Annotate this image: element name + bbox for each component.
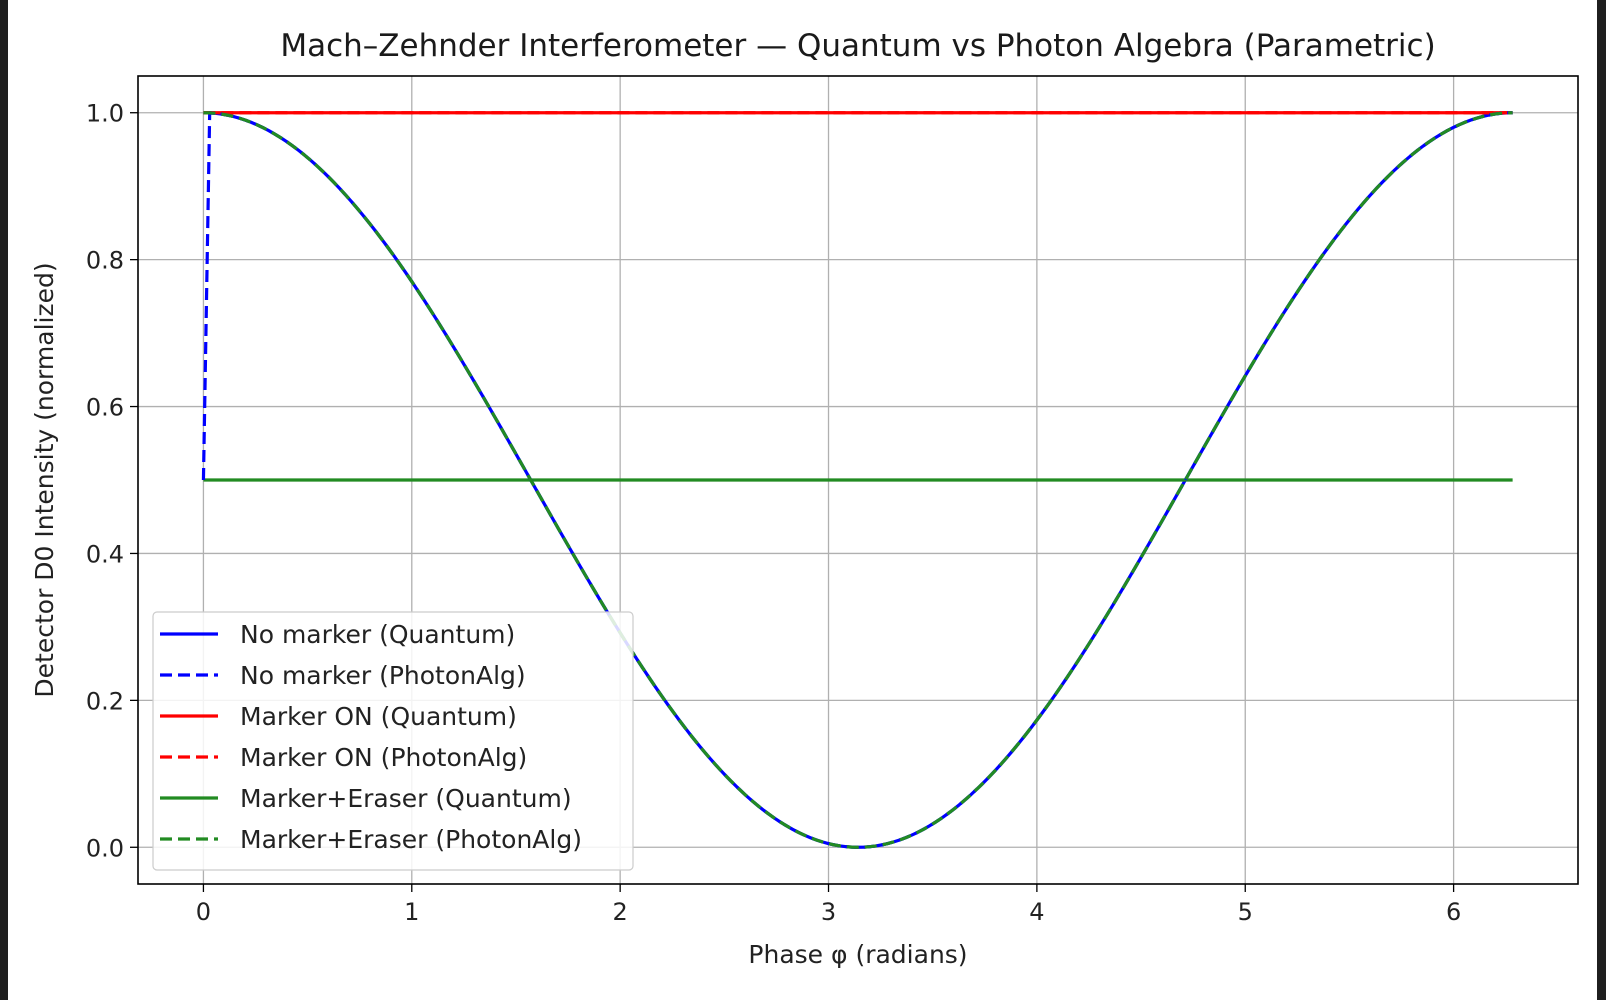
y-tick-label: 0.8 xyxy=(86,247,124,275)
x-tick-label: 4 xyxy=(1029,898,1044,926)
x-axis-ticks: 0 1 2 3 4 5 6 xyxy=(196,884,1461,926)
legend-entries: No marker (Quantum) No marker (PhotonAlg)… xyxy=(160,620,582,854)
window-edge-left xyxy=(0,0,8,1000)
x-tick-label: 6 xyxy=(1446,898,1461,926)
y-tick-label: 0.6 xyxy=(86,394,124,422)
y-axis-label: Detector D0 Intensity (normalized) xyxy=(30,262,59,697)
x-tick-label: 1 xyxy=(404,898,419,926)
window-edge-right xyxy=(1597,0,1606,1000)
chart-title: Mach–Zehnder Interferometer — Quantum vs… xyxy=(280,28,1435,64)
legend: No marker (Quantum) No marker (PhotonAlg)… xyxy=(152,611,634,871)
y-tick-label: 0.0 xyxy=(86,834,124,862)
x-tick-label: 0 xyxy=(196,898,211,926)
legend-label: Marker ON (Quantum) xyxy=(240,702,517,731)
x-tick-label: 2 xyxy=(613,898,628,926)
x-axis-label: Phase φ (radians) xyxy=(748,940,967,969)
series-lines xyxy=(201,111,1513,849)
y-tick-label: 0.4 xyxy=(86,540,124,568)
legend-label: Marker+Eraser (PhotonAlg) xyxy=(240,825,582,854)
legend-label: No marker (Quantum) xyxy=(240,620,515,649)
y-tick-label: 1.0 xyxy=(86,100,124,128)
legend-label: Marker ON (PhotonAlg) xyxy=(240,743,527,772)
x-tick-label: 5 xyxy=(1238,898,1253,926)
series-line-marker-eraser-photonalg xyxy=(203,111,1513,849)
x-tick-label: 3 xyxy=(821,898,836,926)
legend-label: No marker (PhotonAlg) xyxy=(240,661,526,690)
plot-area-frame xyxy=(137,75,1579,885)
y-tick-label: 0.2 xyxy=(86,687,124,715)
y-axis-ticks: 0.0 0.2 0.4 0.6 0.8 1.0 xyxy=(86,100,138,862)
legend-label: Marker+Eraser (Quantum) xyxy=(240,784,572,813)
legend-box xyxy=(152,611,634,871)
